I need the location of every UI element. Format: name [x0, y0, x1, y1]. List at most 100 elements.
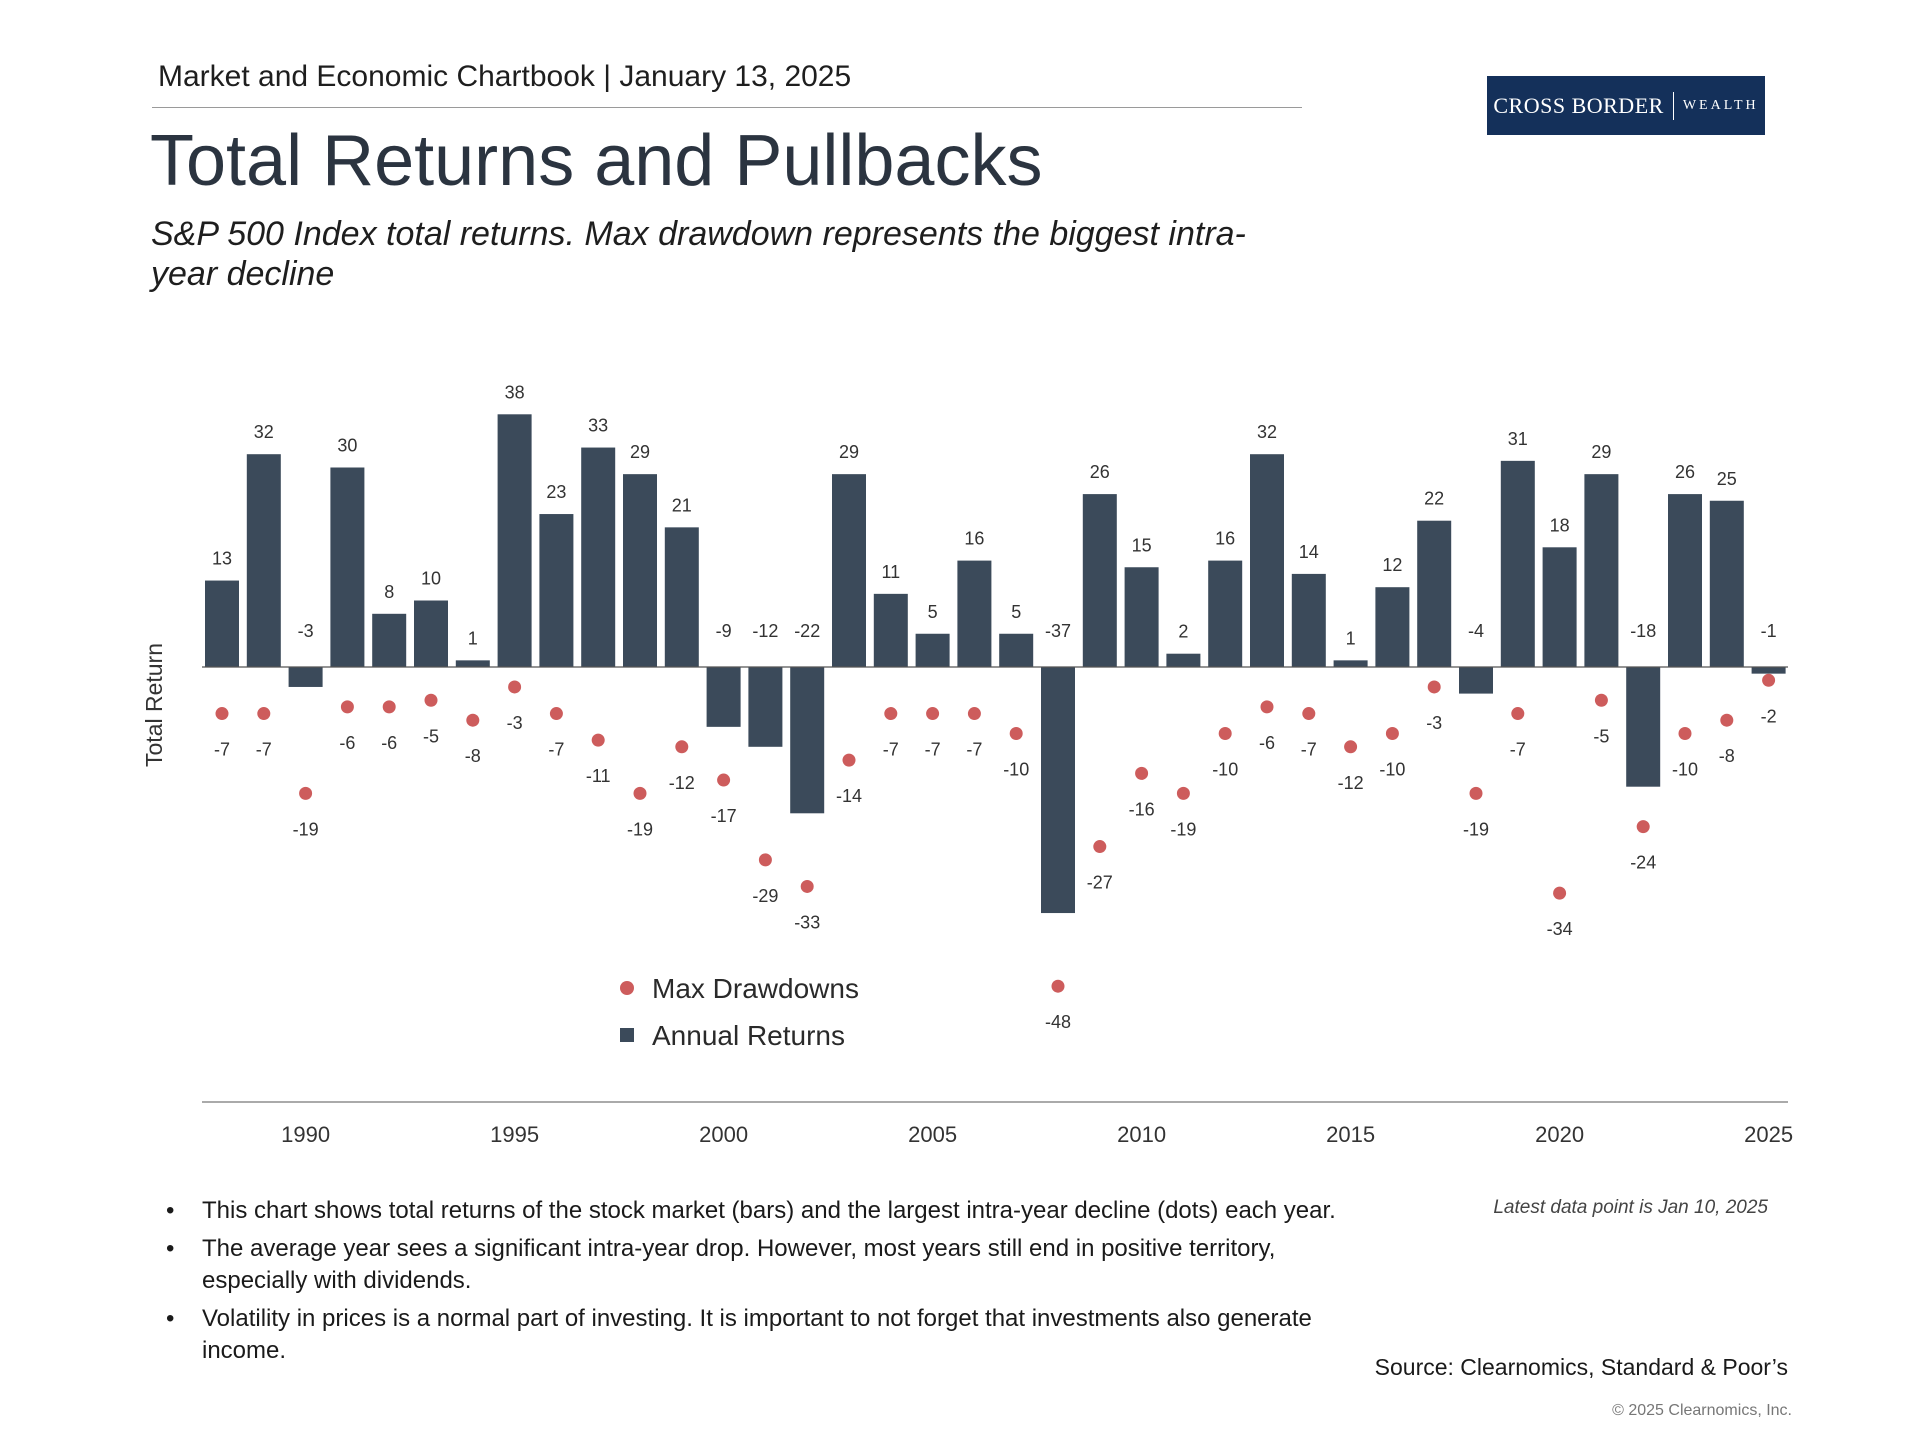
- logo-main-text: CROSS BORDER: [1493, 92, 1664, 118]
- note-text: This chart shows total returns of the st…: [202, 1197, 1336, 1224]
- drawdown-value-label: -24: [1630, 853, 1656, 873]
- max-drawdown-dot: [1594, 693, 1608, 707]
- max-drawdown-dot: [1762, 673, 1776, 687]
- drawdown-value-label: -10: [1003, 760, 1029, 780]
- bar-value-label: -18: [1630, 621, 1656, 641]
- copyright: © 2025 Clearnomics, Inc.: [1612, 1402, 1792, 1419]
- note-item: • The average year sees a significant int…: [160, 1233, 1360, 1297]
- drawdown-value-label: -10: [1212, 760, 1238, 780]
- drawdown-value-label: -5: [423, 726, 439, 746]
- drawdown-value-label: -12: [669, 773, 695, 793]
- returns-drawdowns-chart: 13-732-7-3-1930-68-610-51-838-323-733-11…: [141, 382, 1793, 1147]
- legend-dot-icon: [620, 981, 634, 995]
- drawdown-value-label: -6: [339, 733, 355, 753]
- bar-value-label: 16: [964, 529, 984, 549]
- annual-return-bar: [1459, 667, 1493, 694]
- max-drawdown-dot: [926, 707, 940, 721]
- annual-return-bar: [790, 667, 825, 814]
- annual-return-bar: [539, 514, 574, 667]
- max-drawdown-dot: [1678, 727, 1692, 740]
- annual-return-bar: [1166, 653, 1201, 667]
- annual-return-bar: [1291, 573, 1326, 667]
- drawdown-value-label: -7: [256, 740, 272, 760]
- drawdown-value-label: -10: [1672, 760, 1698, 780]
- bar-value-label: 18: [1550, 515, 1570, 535]
- max-drawdown-dot: [508, 680, 522, 694]
- annual-return-bar: [288, 667, 323, 687]
- drawdown-value-label: -7: [883, 740, 899, 760]
- bar-value-label: 29: [1591, 442, 1611, 462]
- max-drawdown-dot: [215, 707, 229, 721]
- max-drawdown-dot: [1511, 707, 1525, 721]
- axis-layer: 1990 1995 2000 2005 2010 2015 2020 2025 Total Re…: [141, 643, 1793, 1147]
- notes-list: • This chart shows total returns of the s…: [160, 1195, 1360, 1373]
- bar-value-label: 10: [421, 569, 441, 589]
- bar-value-label: 22: [1424, 489, 1444, 509]
- annual-return-bar: [414, 600, 448, 667]
- x-tick-label: 2005: [908, 1122, 957, 1147]
- max-drawdown-dot: [758, 853, 772, 867]
- drawdown-value-label: -8: [465, 746, 481, 766]
- note-item: • This chart shows total returns of the s…: [160, 1195, 1360, 1227]
- page-title: Total Returns and Pullbacks: [150, 121, 1043, 201]
- header-divider: [152, 107, 1302, 108]
- cross-border-wealth-logo: CROSS BORDER WEALTH: [1487, 76, 1765, 135]
- bar-value-label: -22: [794, 621, 820, 641]
- y-axis-label: Total Return: [141, 643, 167, 767]
- drawdown-value-label: -8: [1719, 746, 1735, 766]
- max-drawdown-dot: [675, 740, 689, 754]
- note-item: • Volatility in prices is a normal part o…: [160, 1303, 1360, 1367]
- max-drawdown-dot: [340, 700, 354, 714]
- x-tick-label: 2000: [699, 1122, 748, 1147]
- drawdown-value-label: -10: [1379, 760, 1405, 780]
- max-drawdown-dot: [549, 707, 563, 721]
- bar-value-label: 23: [546, 482, 566, 502]
- bar-value-label: 1: [1346, 628, 1356, 648]
- annual-return-bar: [1208, 560, 1243, 667]
- annual-return-bar: [1709, 500, 1744, 667]
- bar-value-label: 5: [1011, 602, 1021, 622]
- annual-return-bar: [246, 454, 281, 667]
- max-drawdown-dot: [299, 786, 313, 800]
- dots-layer: [215, 673, 1776, 993]
- drawdown-value-label: -7: [214, 740, 230, 760]
- annual-return-bar: [1584, 474, 1619, 667]
- bar-value-label: -4: [1468, 621, 1484, 641]
- bar-value-label: 32: [1257, 422, 1277, 442]
- drawdown-value-label: -7: [1301, 740, 1317, 760]
- max-drawdown-dot: [842, 753, 856, 767]
- max-drawdown-dot: [1009, 727, 1023, 740]
- bar-value-label: 15: [1132, 535, 1152, 555]
- bar-value-label: 14: [1299, 542, 1319, 562]
- max-drawdown-dot: [967, 707, 981, 721]
- bullet-icon: •: [166, 1235, 175, 1262]
- drawdown-value-label: -5: [1593, 726, 1609, 746]
- x-tick-label: 2020: [1535, 1122, 1584, 1147]
- max-drawdown-dot: [1135, 766, 1149, 780]
- max-drawdown-dot: [884, 707, 898, 721]
- bar-value-label: 11: [881, 562, 900, 582]
- bar-value-label: 8: [384, 582, 394, 602]
- annual-return-bar: [623, 474, 657, 667]
- drawdown-value-label: -29: [752, 886, 778, 906]
- drawdown-value-label: -34: [1547, 919, 1573, 939]
- max-drawdown-dot: [1720, 713, 1734, 727]
- page-subtitle: S&P 500 Index total returns. Max drawdow…: [151, 215, 1246, 293]
- bar-value-label: 26: [1675, 462, 1695, 482]
- x-tick-label: 2015: [1326, 1122, 1375, 1147]
- max-drawdown-dot: [1385, 727, 1399, 740]
- bullet-icon: •: [166, 1305, 175, 1332]
- max-drawdown-dot: [1636, 820, 1650, 834]
- bar-value-label: 26: [1090, 462, 1110, 482]
- bar-value-label: -37: [1045, 621, 1071, 641]
- annual-return-bar: [1668, 494, 1702, 667]
- annual-return-bar: [664, 527, 699, 667]
- source-note: Source: Clearnomics, Standard & Poor’s: [1374, 1354, 1788, 1380]
- drawdown-value-label: -7: [548, 740, 564, 760]
- bar-value-label: 30: [337, 436, 357, 456]
- drawdown-value-label: -7: [925, 740, 941, 760]
- annual-return-bar: [1124, 567, 1159, 667]
- drawdown-value-label: -33: [794, 912, 820, 932]
- annual-return-bar: [832, 474, 866, 667]
- max-drawdown-dot: [1176, 786, 1190, 800]
